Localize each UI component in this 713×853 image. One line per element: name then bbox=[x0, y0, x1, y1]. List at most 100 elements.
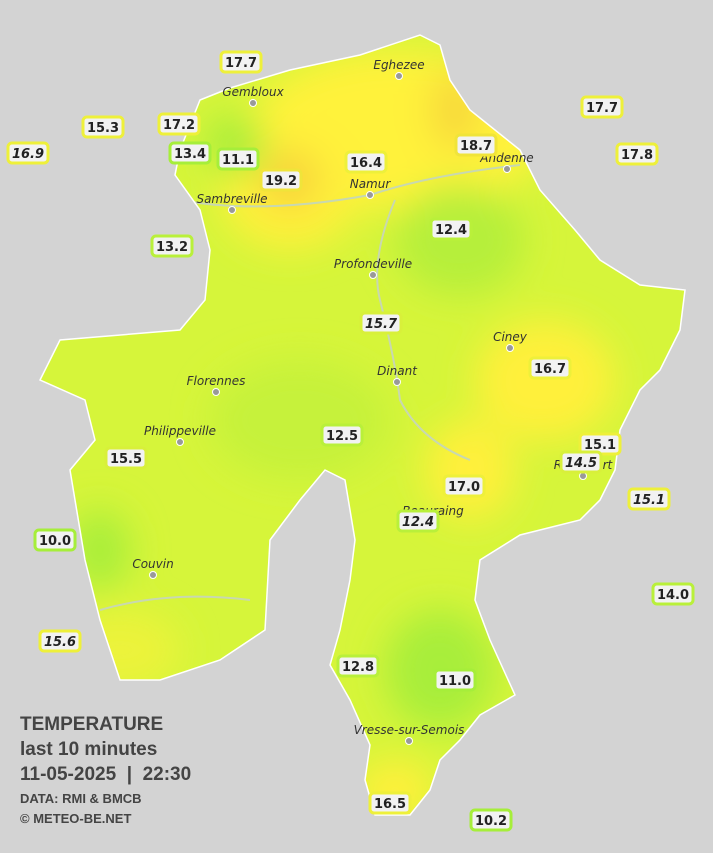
station-temperature: 17.8 bbox=[621, 148, 653, 163]
station-box bbox=[168, 141, 212, 165]
legend-datetime: 11-05-2025 | 22:30 bbox=[20, 764, 191, 785]
station-temperature: 15.3 bbox=[87, 121, 119, 136]
town-name: Gembloux bbox=[222, 85, 284, 99]
station: 10.0 bbox=[33, 528, 77, 552]
town-name: Dinant bbox=[377, 364, 418, 378]
station-temperature: 17.0 bbox=[448, 480, 480, 495]
town-marker bbox=[228, 206, 236, 214]
station-box bbox=[429, 217, 473, 241]
station-box bbox=[454, 133, 498, 157]
station-box bbox=[559, 450, 603, 474]
town-marker bbox=[366, 191, 374, 199]
station: 16.9 bbox=[6, 141, 50, 165]
station: 17.7 bbox=[219, 50, 263, 74]
station-box bbox=[104, 446, 148, 470]
station: 12.5 bbox=[320, 423, 364, 447]
town-marker bbox=[579, 472, 587, 480]
town-marker bbox=[395, 72, 403, 80]
town-name: Eghezee bbox=[373, 58, 424, 72]
station: 12.4 bbox=[429, 217, 473, 241]
station-temperature: 16.9 bbox=[12, 147, 44, 162]
station-temperature: 15.1 bbox=[584, 438, 616, 453]
station-temperature: 12.4 bbox=[402, 515, 434, 530]
station: 10.2 bbox=[469, 808, 513, 832]
station: 12.8 bbox=[336, 654, 380, 678]
station-box bbox=[150, 234, 194, 258]
station-temperature: 14.5 bbox=[565, 456, 597, 471]
station: 15.7 bbox=[359, 311, 403, 335]
station-box bbox=[259, 168, 303, 192]
station: 17.8 bbox=[615, 142, 659, 166]
station-temperature: 16.4 bbox=[350, 156, 382, 171]
station-box bbox=[38, 629, 82, 653]
station-temperature: 15.7 bbox=[365, 317, 398, 332]
town-name: Florennes bbox=[187, 374, 246, 388]
town-marker bbox=[149, 571, 157, 579]
station-box bbox=[6, 141, 50, 165]
town-marker bbox=[176, 438, 184, 446]
station: 12.4 bbox=[396, 509, 440, 533]
town-name: Vresse-sur-Semois bbox=[354, 723, 465, 737]
station-temperature: 14.0 bbox=[657, 588, 689, 603]
station-box bbox=[528, 356, 572, 380]
station-box bbox=[344, 150, 388, 174]
station-temperature: 12.5 bbox=[326, 429, 358, 444]
station-box bbox=[651, 582, 695, 606]
station-temperature: 17.7 bbox=[586, 101, 618, 116]
station-box bbox=[615, 142, 659, 166]
legend-source: DATA: RMI & BMCB bbox=[20, 791, 142, 806]
station: 17.7 bbox=[580, 95, 624, 119]
station: 15.1 bbox=[627, 487, 671, 511]
station-box bbox=[442, 474, 486, 498]
station-temperature: 15.6 bbox=[44, 635, 76, 650]
station-temperature: 11.1 bbox=[222, 153, 254, 168]
station-box bbox=[216, 147, 260, 171]
station-temperature: 16.7 bbox=[534, 362, 566, 377]
station: 13.4 bbox=[168, 141, 212, 165]
station: 11.1 bbox=[216, 147, 260, 171]
station-box bbox=[368, 791, 412, 815]
station-temperature: 19.2 bbox=[265, 174, 297, 189]
station-box bbox=[396, 509, 440, 533]
station-temperature: 18.7 bbox=[460, 139, 492, 154]
station-temperature: 17.7 bbox=[225, 56, 257, 71]
town-marker bbox=[503, 165, 511, 173]
station: 13.2 bbox=[150, 234, 194, 258]
station-temperature: 12.8 bbox=[342, 660, 374, 675]
station-temperature: 13.2 bbox=[156, 240, 188, 255]
station-temperature: 10.2 bbox=[475, 814, 507, 829]
town-marker bbox=[369, 271, 377, 279]
station-box bbox=[81, 115, 125, 139]
station-box bbox=[627, 487, 671, 511]
station: 15.3 bbox=[81, 115, 125, 139]
station: 15.6 bbox=[38, 629, 82, 653]
town-marker bbox=[506, 344, 514, 352]
legend-credit: © METEO-BE.NET bbox=[20, 811, 131, 826]
town-name: Namur bbox=[350, 177, 392, 191]
station-temperature: 15.1 bbox=[633, 493, 665, 508]
town-marker bbox=[393, 378, 401, 386]
station-box bbox=[157, 112, 201, 136]
station: 18.7 bbox=[454, 133, 498, 157]
station: 19.2 bbox=[259, 168, 303, 192]
town-marker bbox=[212, 388, 220, 396]
station-temperature: 10.0 bbox=[39, 534, 71, 549]
station-box bbox=[336, 654, 380, 678]
station-temperature: 16.5 bbox=[374, 797, 406, 812]
station: 16.4 bbox=[344, 150, 388, 174]
station: 14.5 bbox=[559, 450, 603, 474]
station: 16.7 bbox=[528, 356, 572, 380]
station: 17.2 bbox=[157, 112, 201, 136]
station-temperature: 12.4 bbox=[435, 223, 467, 238]
legend-subtitle: last 10 minutes bbox=[20, 739, 157, 760]
station-box bbox=[359, 311, 403, 335]
station: 14.0 bbox=[651, 582, 695, 606]
town-marker bbox=[405, 737, 413, 745]
station-temperature: 13.4 bbox=[174, 147, 206, 162]
station-box bbox=[580, 95, 624, 119]
town-name: Couvin bbox=[132, 557, 173, 571]
legend-title: TEMPERATURE bbox=[20, 714, 163, 735]
station: 15.5 bbox=[104, 446, 148, 470]
town-name: Ciney bbox=[493, 330, 528, 344]
